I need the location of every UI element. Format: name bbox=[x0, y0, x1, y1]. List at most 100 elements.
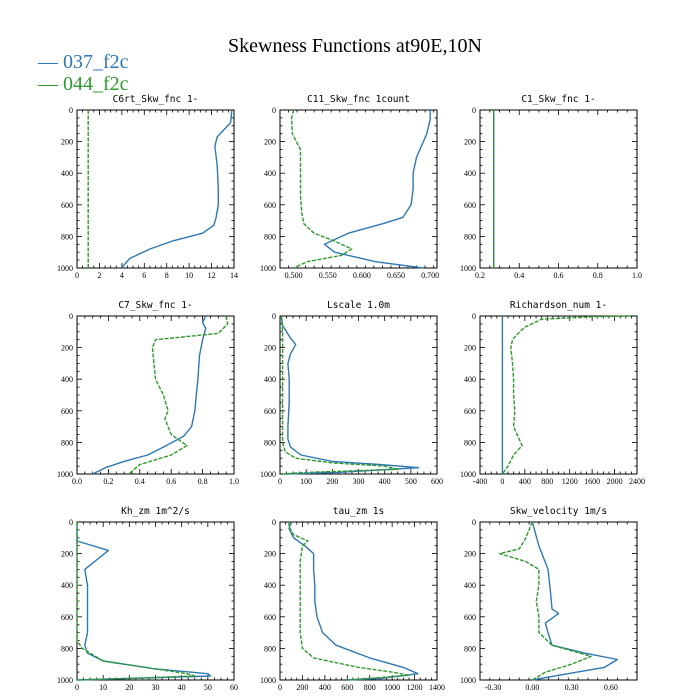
plot-frame bbox=[279, 315, 438, 475]
x-tick-label: 0.4 bbox=[135, 477, 145, 486]
panel-title: tau_zm 1s bbox=[333, 506, 384, 517]
y-tick-label: 400 bbox=[264, 375, 276, 384]
x-tick-label: 12 bbox=[208, 271, 216, 280]
x-tick-label: 0.30 bbox=[565, 683, 579, 692]
y-tick-label: 600 bbox=[61, 407, 73, 416]
y-tick-label: 1000 bbox=[57, 264, 73, 273]
x-tick-label: 400 bbox=[319, 683, 331, 692]
y-tick-label: 600 bbox=[264, 407, 276, 416]
y-tick-label: 400 bbox=[61, 375, 73, 384]
y-tick-label: 1000 bbox=[460, 470, 476, 479]
x-tick-label: 30 bbox=[152, 683, 160, 692]
x-tick-label: 2000 bbox=[607, 477, 623, 486]
series-line-044_f2c bbox=[501, 315, 632, 475]
x-tick-label: 0.650 bbox=[387, 271, 405, 280]
panel-title: Skw_velocity 1m/s bbox=[510, 506, 607, 517]
x-tick-label: 1200 bbox=[562, 477, 578, 486]
x-tick-label: 0.00 bbox=[525, 683, 539, 692]
figure-title: Skewness Functions at90E,10N bbox=[228, 35, 482, 57]
series-line-037_f2c bbox=[121, 109, 233, 269]
series-line-044_f2c bbox=[498, 521, 592, 681]
y-tick-label: 600 bbox=[464, 613, 476, 622]
y-tick-label: 0 bbox=[69, 106, 73, 115]
y-tick-label: 200 bbox=[464, 550, 476, 559]
x-tick-label: 0.2 bbox=[103, 477, 113, 486]
x-tick-label: 0.8 bbox=[593, 271, 603, 280]
y-tick-label: 1000 bbox=[57, 470, 73, 479]
panel-title: Richardson_num 1- bbox=[510, 300, 607, 311]
x-tick-label: 0 bbox=[500, 477, 504, 486]
y-tick-label: 600 bbox=[464, 201, 476, 210]
y-tick-label: 0 bbox=[69, 312, 73, 321]
x-tick-label: 0.6 bbox=[166, 477, 176, 486]
y-tick-label: 0 bbox=[472, 106, 476, 115]
y-tick-label: 200 bbox=[264, 138, 276, 147]
series-line-037_f2c bbox=[531, 521, 619, 681]
x-tick-label: 0 bbox=[75, 683, 79, 692]
x-tick-label: 600 bbox=[341, 683, 353, 692]
y-tick-label: 1000 bbox=[260, 470, 276, 479]
y-tick-label: 0 bbox=[272, 518, 276, 527]
x-tick-label: 1600 bbox=[584, 477, 600, 486]
panel-title: C1_Skw_fnc 1- bbox=[521, 94, 595, 105]
x-tick-label: 0.60 bbox=[604, 683, 618, 692]
series-line-037_f2c bbox=[76, 522, 212, 681]
x-tick-label: 200 bbox=[326, 477, 338, 486]
y-tick-label: 600 bbox=[61, 201, 73, 210]
y-tick-label: 800 bbox=[61, 438, 73, 447]
y-tick-label: 800 bbox=[464, 644, 476, 653]
y-tick-label: 800 bbox=[61, 644, 73, 653]
x-tick-label: 1200 bbox=[407, 683, 423, 692]
y-tick-label: 400 bbox=[61, 169, 73, 178]
y-tick-label: 600 bbox=[61, 613, 73, 622]
x-tick-label: 400 bbox=[379, 477, 391, 486]
panel-title: C11_Skw_fnc 1count bbox=[307, 94, 410, 105]
y-tick-label: 400 bbox=[264, 169, 276, 178]
x-tick-label: 1400 bbox=[429, 683, 445, 692]
y-tick-label: 1000 bbox=[57, 676, 73, 685]
y-tick-label: 800 bbox=[264, 232, 276, 241]
x-tick-label: 400 bbox=[519, 477, 531, 486]
series-line-044_f2c bbox=[290, 109, 353, 269]
x-tick-label: 0 bbox=[278, 683, 282, 692]
x-tick-label: 4 bbox=[120, 271, 124, 280]
y-tick-label: 400 bbox=[264, 581, 276, 590]
series-line-037_f2c bbox=[323, 110, 431, 269]
x-tick-label: -400 bbox=[473, 477, 488, 486]
plot-frame bbox=[479, 521, 638, 681]
series-line-044_f2c bbox=[288, 522, 410, 681]
x-tick-label: 50 bbox=[204, 683, 212, 692]
y-tick-label: 1000 bbox=[260, 264, 276, 273]
plot-frame bbox=[76, 109, 235, 269]
series-line-044_f2c bbox=[280, 315, 399, 475]
x-tick-label: 800 bbox=[364, 683, 376, 692]
x-tick-label: 0 bbox=[75, 271, 79, 280]
x-tick-label: 200 bbox=[296, 683, 308, 692]
x-tick-label: 0.0 bbox=[72, 477, 82, 486]
chart-panel: Richardson_num 1- 0 200 400 600 800 1000-400 0 4… bbox=[460, 300, 645, 486]
x-tick-label: 2400 bbox=[629, 477, 645, 486]
panel-title: C6rt_Skw_fnc 1- bbox=[113, 94, 199, 105]
y-tick-label: 400 bbox=[464, 375, 476, 384]
x-tick-label: 0 bbox=[278, 477, 282, 486]
x-tick-label: 0.8 bbox=[198, 477, 208, 486]
series-line-044_f2c bbox=[128, 315, 229, 475]
y-tick-label: 200 bbox=[61, 344, 73, 353]
plot-frame bbox=[76, 521, 235, 681]
x-tick-label: 6 bbox=[142, 271, 146, 280]
x-tick-label: 100 bbox=[300, 477, 312, 486]
x-tick-label: 2 bbox=[97, 271, 101, 280]
figure-legend: — 037_f2c — 044_f2c bbox=[37, 51, 129, 95]
y-tick-label: 200 bbox=[264, 344, 276, 353]
y-tick-label: 400 bbox=[61, 581, 73, 590]
panel-title: C7_Skw_fnc 1- bbox=[118, 300, 192, 311]
y-tick-label: 200 bbox=[61, 138, 73, 147]
x-tick-label: 0.600 bbox=[353, 271, 371, 280]
